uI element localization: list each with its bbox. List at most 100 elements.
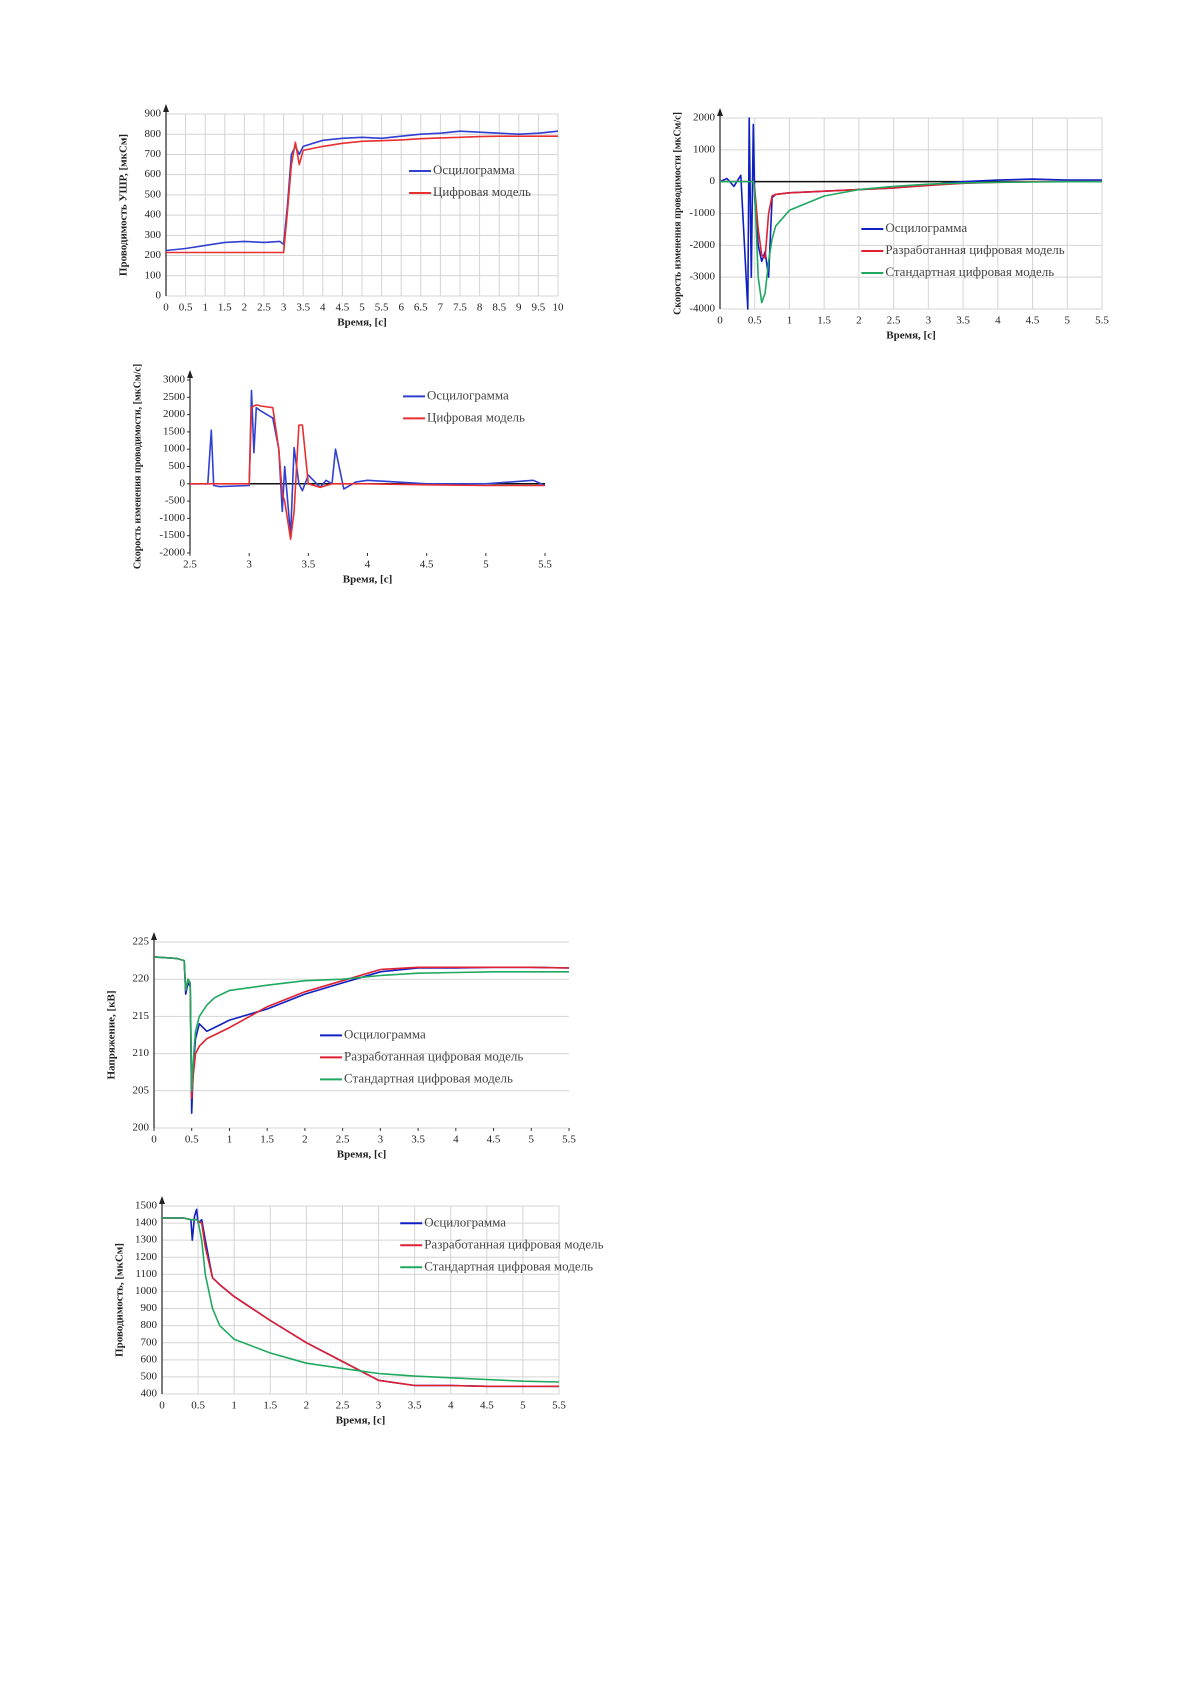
y-tick-label: 200	[145, 249, 162, 261]
legend-label: Разработанная цифровая модель	[885, 242, 1064, 257]
x-tick-label: 5	[1065, 315, 1071, 327]
x-tick-label: 5.5	[375, 302, 389, 314]
data-line	[162, 1217, 560, 1383]
y-tick-label: 600	[141, 1353, 158, 1365]
x-tick-label: 3.5	[956, 315, 970, 327]
y-tick-label: 500	[169, 460, 186, 472]
x-tick-label: 3	[281, 302, 287, 314]
x-tick-label: 0.5	[179, 302, 193, 314]
x-axis-label: Время, [с]	[337, 1149, 387, 1161]
x-tick-label: 2	[242, 302, 248, 314]
x-axis-label: Время, [с]	[336, 1415, 386, 1427]
x-tick-label: 10	[553, 302, 565, 314]
x-tick-label: 4	[320, 302, 326, 314]
y-tick-label: 1000	[135, 1285, 158, 1297]
x-tick-label: 6	[398, 302, 404, 314]
y-tick-label: -500	[165, 495, 186, 507]
x-tick-label: 4	[995, 315, 1001, 327]
x-tick-label: 2	[856, 315, 862, 327]
x-tick-label: 2.5	[887, 315, 901, 327]
x-tick-label: 5.5	[562, 1134, 576, 1146]
y-tick-label: -1500	[159, 529, 185, 541]
y-tick-label: -2000	[159, 547, 185, 559]
x-tick-label: 1	[227, 1134, 233, 1146]
x-tick-label: 2.5	[336, 1134, 350, 1146]
x-tick-label: 2.5	[336, 1400, 350, 1412]
data-line	[166, 135, 558, 254]
y-tick-label: -4000	[689, 303, 715, 315]
x-tick-label: 4.5	[487, 1134, 501, 1146]
x-tick-label: 3	[378, 1134, 384, 1146]
y-tick-label: 500	[145, 188, 162, 200]
x-tick-label: 5.5	[552, 1400, 566, 1412]
y-tick-label: 1500	[163, 425, 186, 437]
chart: 4005006007008009001000110012001300140015…	[114, 1196, 604, 1427]
y-tick-label: 0	[156, 290, 162, 302]
x-tick-label: 3.5	[296, 302, 310, 314]
y-tick-label: 900	[145, 108, 162, 120]
x-tick-label: 1.5	[218, 302, 232, 314]
y-tick-label: 200	[133, 1122, 150, 1134]
x-tick-label: 3	[926, 315, 932, 327]
y-tick-label: 100	[145, 269, 162, 281]
x-tick-label: 6.5	[414, 302, 428, 314]
y-axis-arrow	[717, 108, 723, 116]
y-tick-label: 2000	[163, 408, 186, 420]
y-tick-label: 0	[710, 175, 716, 187]
x-tick-label: 7.5	[453, 302, 467, 314]
y-tick-label: 700	[141, 1336, 158, 1348]
y-axis-arrow	[159, 1196, 165, 1204]
legend-label: Осцилограмма	[433, 162, 515, 177]
y-axis-arrow	[151, 932, 157, 940]
x-tick-label: 4.5	[480, 1400, 494, 1412]
chart: 0 100 200 300 400 500 600 700 800 900 0 0.5 1 1.5 2 2.5…	[118, 104, 564, 329]
y-tick-label: -2000	[689, 239, 715, 251]
y-tick-label: 220	[133, 973, 150, 985]
x-tick-label: 0	[159, 1400, 165, 1412]
y-tick-label: -3000	[689, 271, 715, 283]
legend-label: Стандартная цифровая модель	[424, 1258, 593, 1273]
y-tick-label: -1000	[689, 207, 715, 219]
y-tick-label: 800	[141, 1319, 158, 1331]
y-axis-label: Напряжение, [кВ]	[106, 990, 118, 1079]
x-tick-label: 1.5	[817, 315, 831, 327]
x-tick-label: 0.5	[185, 1134, 199, 1146]
x-tick-label: 5	[520, 1400, 526, 1412]
y-tick-label: -1000	[159, 512, 185, 524]
y-axis-arrow	[163, 104, 169, 112]
x-tick-label: 1	[231, 1400, 237, 1412]
y-tick-label: 1200	[135, 1251, 158, 1263]
x-tick-label: 0	[163, 302, 169, 314]
y-tick-label: 1300	[135, 1234, 158, 1246]
legend-label: Разработанная цифровая модель	[424, 1236, 603, 1251]
y-tick-label: 600	[145, 168, 162, 180]
y-tick-label: 215	[133, 1010, 150, 1022]
chart: -2000 -1500 -1000 -500 0 500 1000 1500 2000 2500 3…	[132, 364, 552, 586]
x-tick-label: 9.5	[532, 302, 546, 314]
x-tick-label: 3	[376, 1400, 382, 1412]
x-tick-label: 5	[529, 1134, 535, 1146]
x-tick-label: 5	[359, 302, 365, 314]
y-tick-label: 1000	[693, 143, 716, 155]
chart: 200 205 210 215 220 225 0 0.5 1 1.5 2 2.5 3 3.5 4 4.5 5 5…	[106, 932, 576, 1161]
x-tick-label: 0	[717, 315, 723, 327]
x-tick-label: 2	[304, 1400, 310, 1412]
legend-label: Цифровая модель	[427, 409, 525, 424]
x-tick-label: 3.5	[408, 1400, 422, 1412]
plot-frame	[161, 1205, 560, 1395]
x-tick-label: 4.5	[336, 302, 350, 314]
legend-label: Цифровая модель	[433, 184, 531, 199]
legend-label: Стандартная цифровая модель	[885, 264, 1054, 279]
y-tick-label: 2000	[693, 112, 716, 124]
y-tick-label: 700	[145, 148, 162, 160]
y-tick-label: 400	[145, 209, 162, 221]
x-tick-label: 2.5	[257, 302, 271, 314]
y-tick-label: 500	[141, 1370, 158, 1382]
data-line	[720, 180, 1102, 304]
x-tick-label: 7	[438, 302, 444, 314]
x-tick-label: 5.5	[1095, 315, 1109, 327]
x-axis-label: Время, [с]	[343, 574, 393, 586]
x-tick-label: 1.5	[263, 1400, 277, 1412]
